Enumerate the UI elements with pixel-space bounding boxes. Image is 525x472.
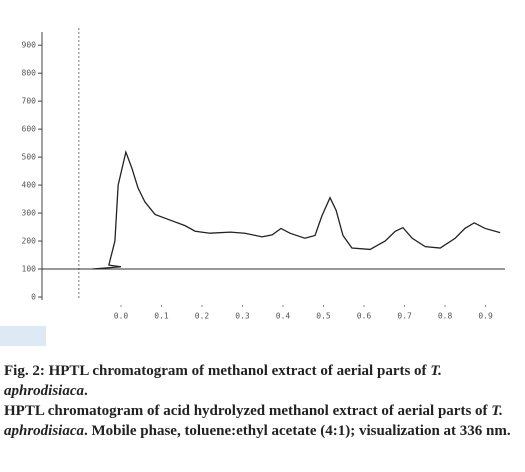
y-tick-label: 500 (22, 153, 37, 162)
caption-body: HPTL chromatogram of acid hydrolyzed met… (4, 401, 518, 441)
y-tick-label: 800 (22, 69, 37, 78)
caption-text: . Mobile phase, toluene:ethyl acetate (4… (84, 423, 511, 439)
y-tick-label: 700 (22, 97, 37, 106)
x-tick-label: 0.3 (235, 312, 250, 321)
x-tick-label: 0.6 (357, 312, 372, 321)
y-tick-label: 900 (22, 41, 37, 50)
caption: Fig. 2: HPTL chromatogram of methanol ex… (4, 361, 518, 441)
x-tick-label: 0.4 (276, 312, 291, 321)
y-tick-label: 400 (22, 181, 37, 190)
chromatogram-line (92, 149, 501, 270)
x-tick-label: 0.0 (114, 312, 129, 321)
caption-text: Fig. 2: HPTL chromatogram of methanol ex… (4, 363, 431, 379)
y-tick-label: 600 (22, 125, 37, 134)
caption-title: Fig. 2: HPTL chromatogram of methanol ex… (4, 361, 518, 401)
x-tick-label: 0.5 (316, 312, 331, 321)
caption-text: HPTL chromatogram of acid hydrolyzed met… (4, 403, 492, 419)
species: T. aphrodisiaca (4, 363, 442, 399)
corner-patch (0, 326, 46, 346)
x-tick-label: 0.7 (397, 312, 412, 321)
y-tick-label: 200 (22, 237, 37, 246)
x-tick-label: 0.2 (195, 312, 210, 321)
y-tick-label: 0 (31, 293, 36, 302)
y-tick-label: 300 (22, 209, 37, 218)
x-tick-label: 0.1 (154, 312, 169, 321)
chart: 0 100 200 300 400 500 600 700 800 900 0.0 0.1 0.2 0.3… (0, 28, 505, 346)
y-tick-label: 100 (22, 265, 37, 274)
x-tick-label: 0.9 (478, 312, 493, 321)
species: T. aphrodisiaca (4, 403, 503, 439)
x-tick-label: 0.8 (438, 312, 453, 321)
caption-text: . (84, 383, 88, 399)
